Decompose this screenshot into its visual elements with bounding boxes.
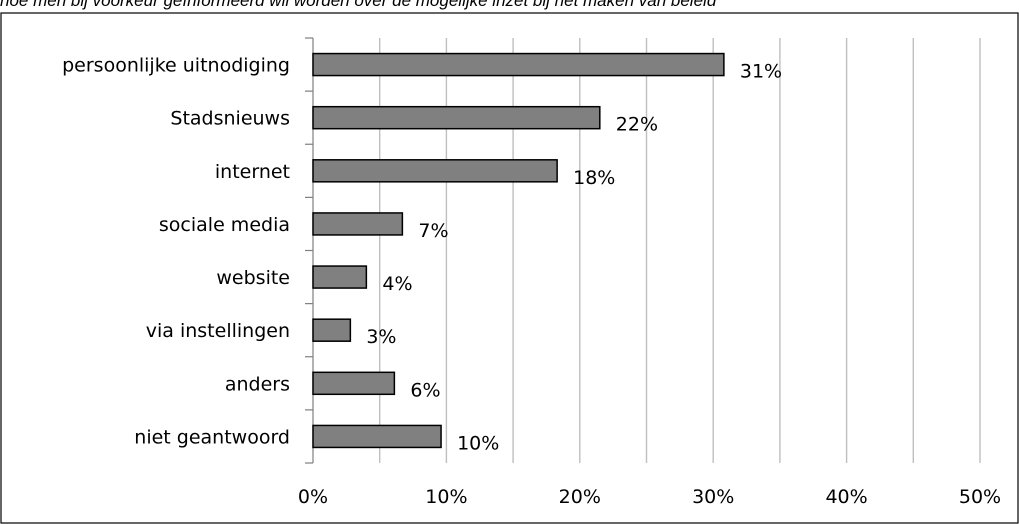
x-tick-label: 10% bbox=[425, 486, 467, 508]
bar bbox=[312, 424, 442, 449]
category-label: persoonlijke uitnodiging bbox=[62, 55, 290, 77]
category-label: niet geantwoord bbox=[134, 426, 290, 448]
gridlines bbox=[379, 38, 981, 463]
bar bbox=[312, 105, 601, 130]
category-label: via instellingen bbox=[146, 320, 290, 342]
bar bbox=[312, 159, 558, 183]
value-label: 18% bbox=[573, 167, 615, 189]
value-label: 31% bbox=[740, 61, 782, 83]
category-label: anders bbox=[225, 373, 290, 395]
bar bbox=[312, 265, 368, 289]
bar bbox=[312, 212, 404, 236]
chart-caption: hoe men bij voorkeur geïnformeerd wil wo… bbox=[0, 0, 717, 10]
bar bbox=[312, 371, 396, 396]
category-label: internet bbox=[215, 161, 290, 183]
value-label: 6% bbox=[410, 379, 440, 401]
bars bbox=[312, 52, 725, 449]
value-label: 3% bbox=[366, 326, 396, 348]
x-tick-label: 20% bbox=[559, 486, 601, 508]
bar bbox=[312, 318, 352, 342]
value-label: 4% bbox=[382, 273, 412, 295]
category-label: sociale media bbox=[159, 214, 290, 236]
x-tick-label: 50% bbox=[959, 486, 1001, 508]
axes bbox=[305, 37, 314, 464]
value-label: 22% bbox=[616, 114, 658, 136]
x-tick-label: 40% bbox=[825, 486, 867, 508]
x-tick-label: 0% bbox=[298, 486, 328, 508]
chart-frame bbox=[0, 12, 1019, 524]
category-label: Stadsnieuws bbox=[170, 108, 290, 130]
value-label: 7% bbox=[418, 220, 448, 242]
x-tick-label: 30% bbox=[692, 486, 734, 508]
bar bbox=[312, 52, 725, 77]
labels: 0% 10% 20% 30% 40% 50% persoonlijke uitnodigin… bbox=[62, 55, 1001, 508]
value-label: 10% bbox=[457, 432, 499, 454]
category-label: website bbox=[216, 267, 290, 289]
